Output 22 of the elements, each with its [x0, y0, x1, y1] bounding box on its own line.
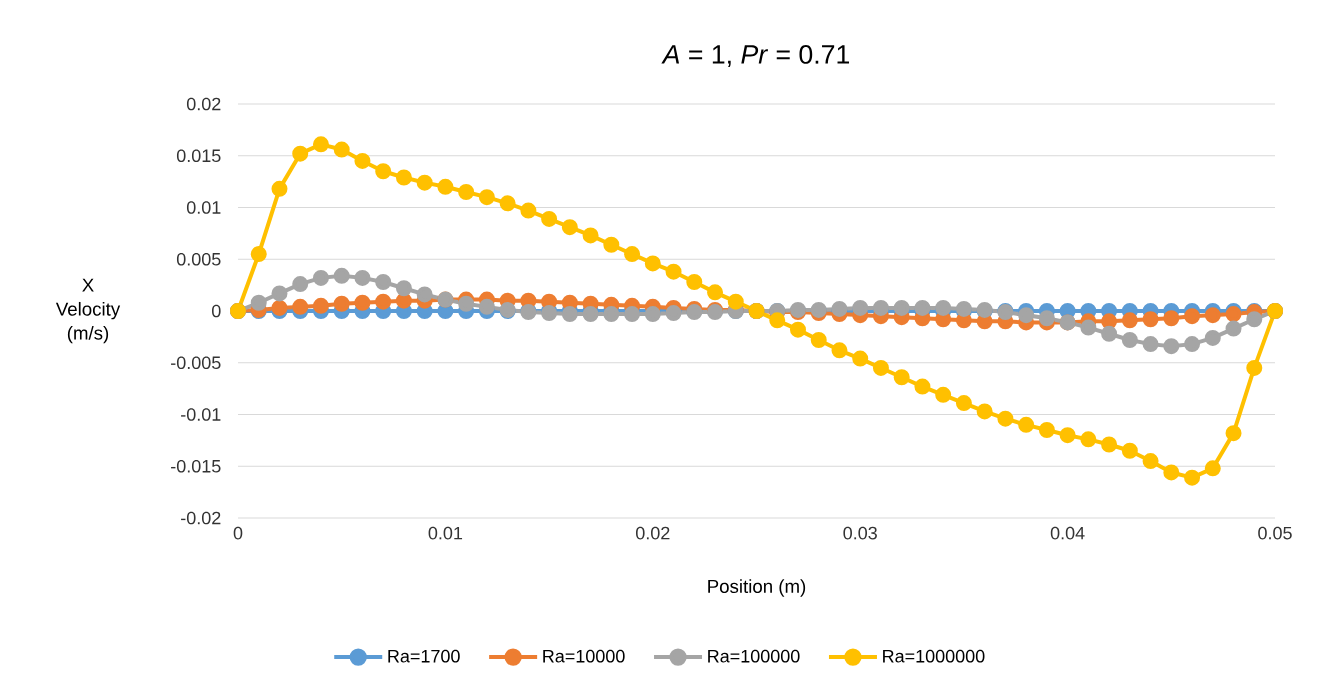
y-tick-label: 0.02 — [186, 97, 221, 111]
y-tick-label: -0.015 — [171, 459, 221, 473]
x-tick-label: 0.03 — [843, 526, 877, 540]
legend-label: Ra=100000 — [708, 649, 800, 663]
x-tick-label: 0.05 — [1258, 526, 1292, 540]
y-tick-label: -0.01 — [181, 408, 221, 421]
x-axis-title: Position (m) — [708, 579, 806, 597]
legend-label: Ra=1700 — [388, 649, 460, 663]
legend-label: Ra=1000000 — [883, 649, 985, 663]
x-tick-label: 0 — [233, 526, 243, 540]
legend-label: Ra=10000 — [543, 649, 625, 663]
y-tick-label: 0 — [211, 304, 221, 318]
y-tick-label: 0.015 — [176, 149, 221, 163]
x-tick-label: 0.02 — [636, 526, 670, 540]
y-tick-label: 0.005 — [176, 252, 221, 266]
y-tick-label: -0.02 — [181, 511, 221, 525]
x-tick-label: 0.01 — [428, 526, 463, 540]
y-axis-title: X Velocity (m/s) — [55, 278, 121, 344]
y-tick-label: -0.005 — [171, 356, 221, 370]
chart-title: A = 1, Pr = 0.71 — [661, 44, 850, 68]
x-tick-label: 0.04 — [1050, 526, 1085, 540]
y-tick-label: 0.01 — [186, 201, 221, 214]
